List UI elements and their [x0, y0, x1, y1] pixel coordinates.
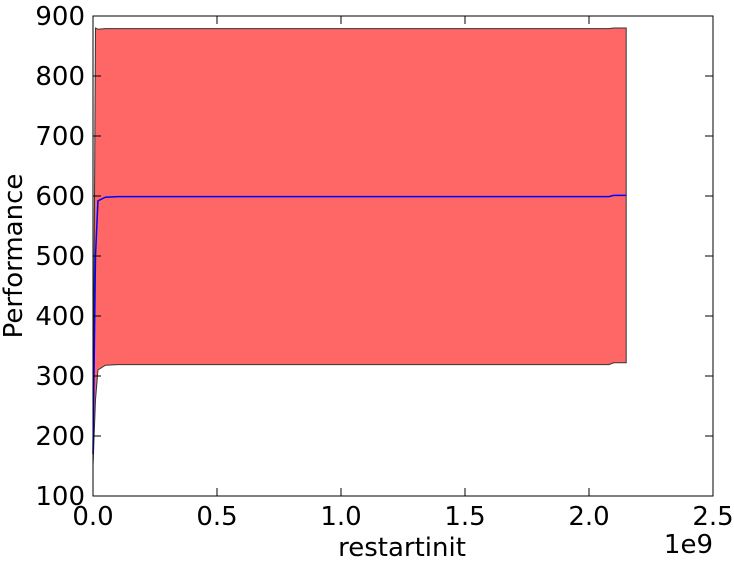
y-tick-label: 700 [35, 122, 85, 152]
x-tick-label: 0.5 [196, 502, 237, 532]
y-tick-label: 200 [35, 422, 85, 452]
y-axis-label: Performance [0, 174, 29, 339]
band-area [92, 27, 627, 467]
x-tick-label: 2.5 [692, 502, 733, 532]
x-tick-label: 1.0 [320, 502, 361, 532]
y-tick-label: 300 [35, 362, 85, 392]
mean-line [92, 194, 627, 455]
y-tick-label: 800 [35, 62, 85, 92]
y-tick-label: 600 [35, 182, 85, 212]
y-tick-label: 500 [35, 242, 85, 272]
y-tick-label: 900 [35, 2, 85, 32]
x-tick-label: 0.0 [72, 502, 113, 532]
x-offset-label: 1e9 [664, 530, 713, 560]
y-tick-label: 400 [35, 302, 85, 332]
x-tick-label: 1.5 [444, 502, 485, 532]
y-tick-label: 100 [35, 482, 85, 512]
x-tick-label: 2.0 [568, 502, 609, 532]
x-axis-label: restartinit [338, 533, 466, 563]
